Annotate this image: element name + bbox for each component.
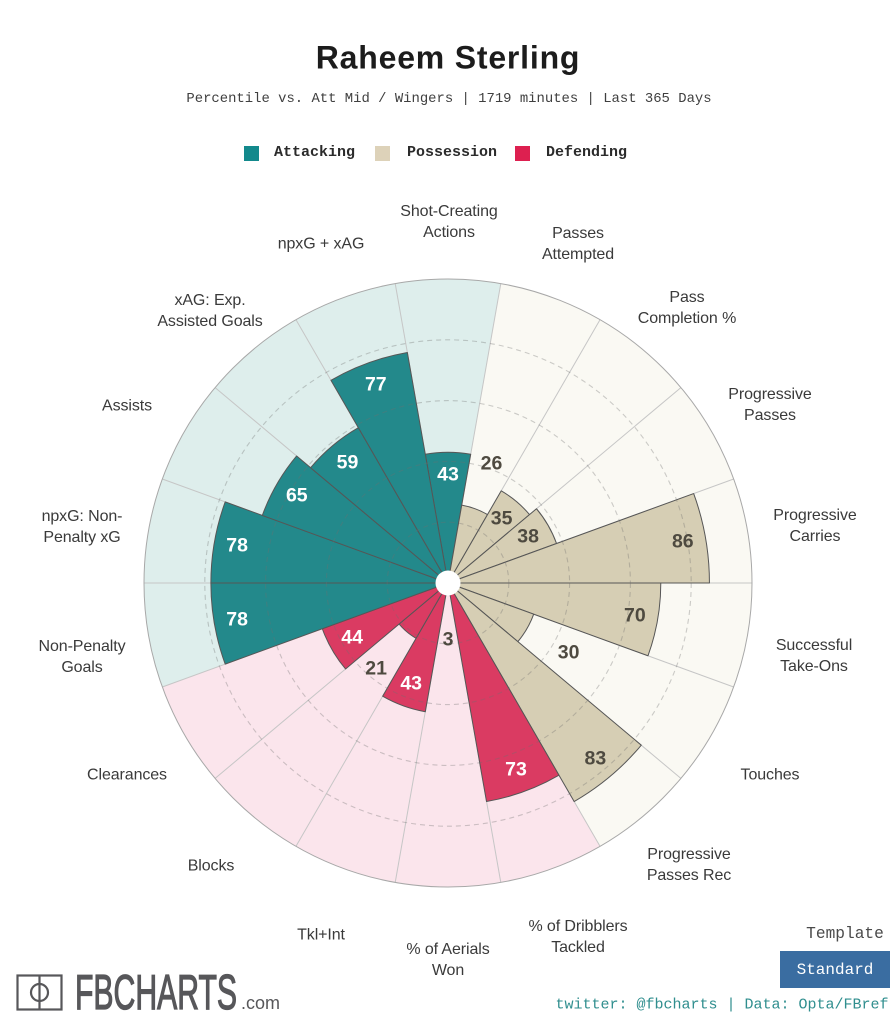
svg-text:.com: .com: [241, 993, 280, 1013]
svg-text:FBCHARTS: FBCHARTS: [75, 966, 237, 1020]
